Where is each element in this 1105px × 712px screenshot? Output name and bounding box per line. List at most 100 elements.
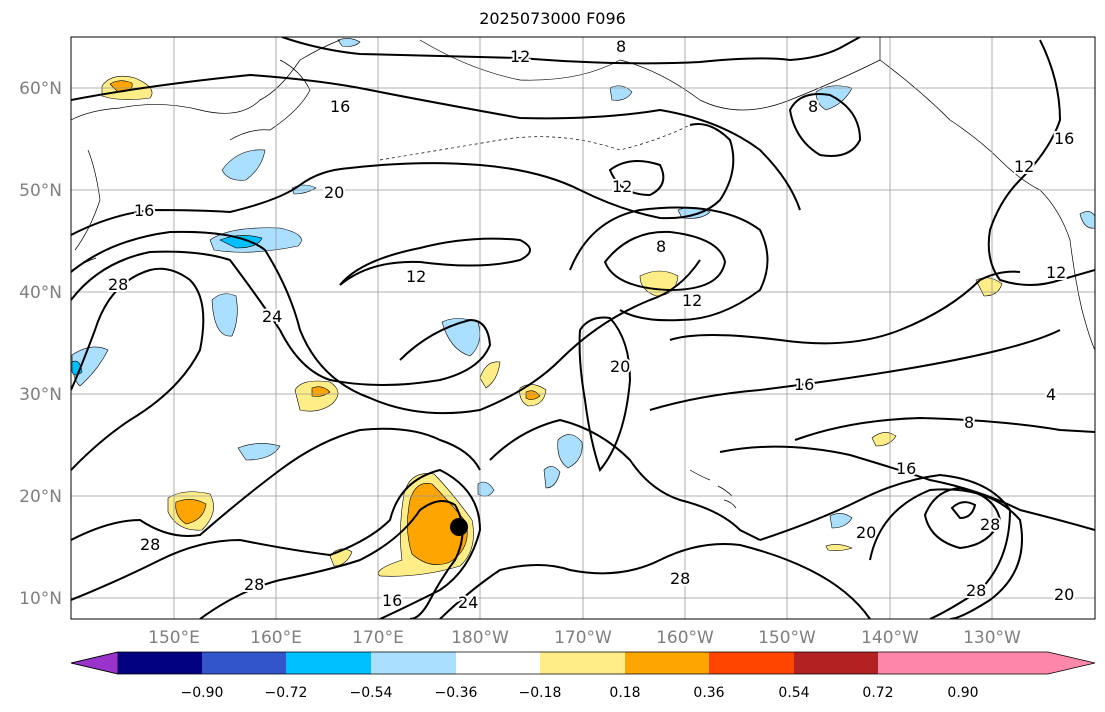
gridlines [71,37,1095,619]
patch-negative [557,434,583,469]
contour-labels: 12 8 16 20 12 16 28 24 12 8 12 20 16 8 1… [106,37,1076,614]
patch-negative [609,85,633,101]
colorbar-label: 0.36 [693,685,724,701]
contour-line [71,250,492,386]
contour-label: 28 [980,515,1000,534]
colorbar-label: −0.18 [519,685,562,701]
patch-positive [175,499,207,525]
patch-negative [543,466,561,489]
lat-tick-labels: 10°N 20°N 30°N 40°N 50°N 60°N [19,79,62,609]
contour-line [71,468,482,619]
contour-line [608,160,665,197]
contour-label: 28 [966,581,986,600]
contour-line [788,93,862,157]
contour-line [489,418,761,541]
lat-tick-label: 40°N [19,283,62,303]
coastlines [71,37,1095,509]
contour-label: 28 [140,535,160,554]
contour-label: 16 [382,591,402,610]
contour-label: 20 [324,183,344,202]
coastline-north-america [1039,189,1095,351]
contour-label: 12 [1014,157,1034,176]
colorbar-segment [878,652,963,674]
lat-tick-label: 60°N [19,79,62,99]
colorbar-label: −0.36 [435,685,478,701]
contour-label: 8 [656,237,666,256]
contour-label: 28 [244,575,264,594]
patch-negative [291,184,317,195]
colorbar-segment [286,652,371,674]
colorbar-label: 0.72 [862,685,893,701]
coastline-hawaii [689,469,737,509]
colorbar-extend-high [963,652,1095,674]
contour-label: 16 [134,201,154,220]
colorbar-segment [371,652,456,674]
contour-line [869,488,1023,619]
lon-tick-label: 170°E [352,628,404,648]
patch-positive [407,483,468,565]
contour-label: 8 [808,97,818,116]
contour-line [987,39,1095,286]
contour-line [71,123,735,236]
lon-tick-label: 130°W [963,628,1021,648]
contour-label: 28 [108,275,128,294]
colorbar-extend-low [70,651,119,675]
colorbar-label: 0.18 [609,685,640,701]
patch-negative [221,149,266,181]
coastline-alaska [419,37,881,111]
contour-label: 20 [856,523,876,542]
map-plot: 12 8 16 20 12 16 28 24 12 8 12 20 16 8 1… [71,37,1095,619]
colorbar-segment [118,652,202,674]
patch-positive [825,544,853,551]
lat-tick-label: 30°N [19,385,62,405]
contour-line [281,37,861,65]
colorbar-label: −0.72 [265,685,308,701]
contour-lines [71,37,1095,619]
patch-negative [237,443,281,461]
colorbar-outline [70,651,1096,675]
colorbar-label: 0.54 [778,685,809,701]
contour-line [199,500,464,619]
contour-label: 24 [458,593,478,612]
contour-label: 20 [1054,585,1074,604]
contour-label: 16 [896,459,916,478]
contour-label: 12 [510,47,530,66]
lon-tick-label: 170°W [554,628,612,648]
colorbar-segment [794,652,878,674]
contour-label: 28 [670,569,690,588]
contour-line [569,206,769,322]
colorbar-label: −0.90 [181,685,224,701]
patch-negative [829,513,853,529]
patch-negative [1079,211,1095,229]
lon-tick-label: 150°E [148,628,200,648]
coastline-asia [71,39,341,121]
contour-label: 8 [964,413,974,432]
colorbar-segment [202,652,286,674]
contour-line [603,230,727,292]
patch-negative [337,38,361,47]
contour-line [71,73,801,211]
contour-line [578,316,632,473]
colorbar-segment [709,652,794,674]
colorbar-segment [456,652,540,674]
coastline-aleutians [379,124,691,161]
map-title: 2025073000 F096 [479,9,626,28]
colorbar-segment [540,652,625,674]
lon-tick-label: 140°W [861,628,919,648]
colorbar-segment [625,652,709,674]
colorbar-label: −0.54 [350,685,393,701]
lon-tick-label: 160°E [250,628,302,648]
patch-negative [211,293,238,337]
contour-label: 12 [406,267,426,286]
coastline-alaska-panhandle [879,59,1041,191]
contour-label: 8 [616,37,626,56]
coastline-kamchatka [229,59,311,141]
contour-line [649,329,1061,411]
contour-label: 24 [262,307,282,326]
contour-line [439,543,871,619]
patch-positive [525,390,541,400]
contour-label: 16 [330,97,350,116]
lat-tick-label: 10°N [19,589,62,609]
patch-positive [871,432,897,447]
